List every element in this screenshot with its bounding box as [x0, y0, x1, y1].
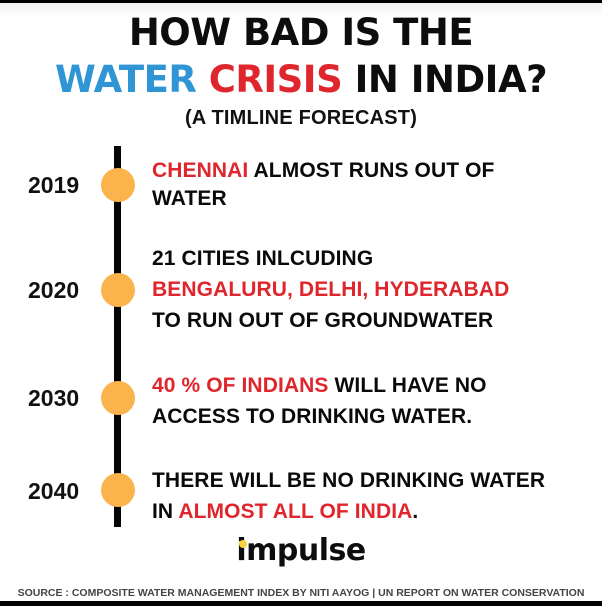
- event-highlight: 40 % OF INDIANS: [152, 374, 329, 397]
- timeline-dot-icon: [101, 168, 135, 202]
- logo-text: impulse: [236, 533, 366, 568]
- title-word-in-india: IN INDIA?: [354, 58, 548, 101]
- timeline-event-2030: 40 % OF INDIANS WILL HAVE NO ACCESS TO D…: [152, 370, 542, 432]
- timeline-event-2040: THERE WILL BE NO DRINKING WATER IN ALMOS…: [152, 465, 552, 527]
- event-text-after: .: [412, 500, 419, 523]
- timeline-dot-icon: [101, 473, 135, 507]
- timeline-event-2019: CHENNAI ALMOST RUNS OUT OF WATER: [152, 157, 572, 213]
- timeline-year-2030: 2030: [28, 385, 80, 411]
- timeline-year-2020: 2020: [28, 277, 80, 303]
- event-text-before: 21 CITIES INLCUDING: [152, 247, 374, 270]
- logo-dot-icon: [239, 540, 248, 548]
- event-text: ALMOST RUNS OUT OF WATER: [152, 159, 495, 210]
- timeline-dot-icon: [101, 273, 135, 307]
- event-highlight: BENGALURU, DELHI, HYDERABAD: [152, 278, 510, 301]
- timeline-year-2040: 2040: [28, 478, 80, 504]
- event-text-after: TO RUN OUT OF GROUNDWATER: [152, 309, 494, 332]
- subtitle: (A TIMLINE FORECAST): [184, 107, 418, 129]
- timeline-year-2019: 2019: [28, 172, 80, 198]
- source-citation: SOURCE : COMPOSITE WATER MANAGEMENT INDE…: [17, 587, 585, 599]
- timeline-dot-icon: [101, 381, 135, 415]
- event-text-before: THERE WILL BE NO DRINKING WATER IN: [152, 469, 546, 523]
- timeline-line: [114, 146, 121, 527]
- impulse-logo: impulse: [0, 533, 602, 568]
- title-word-water: WATER: [54, 58, 197, 101]
- title-word-crisis: CRISIS: [208, 58, 343, 101]
- event-highlight: CHENNAI: [152, 159, 249, 182]
- title-line-2: WATER CRISIS IN INDIA?: [0, 58, 602, 102]
- event-highlight: ALMOST ALL OF INDIA: [178, 500, 413, 523]
- timeline-event-2020: 21 CITIES INLCUDING BENGALURU, DELHI, HY…: [152, 243, 572, 336]
- infographic-card: HOW BAD IS THE WATER CRISIS IN INDIA? (A…: [0, 3, 602, 601]
- event-text: WILL HAVE NO ACCESS TO DRINKING WATER.: [152, 374, 487, 428]
- title-line-1: HOW BAD IS THE: [128, 11, 474, 54]
